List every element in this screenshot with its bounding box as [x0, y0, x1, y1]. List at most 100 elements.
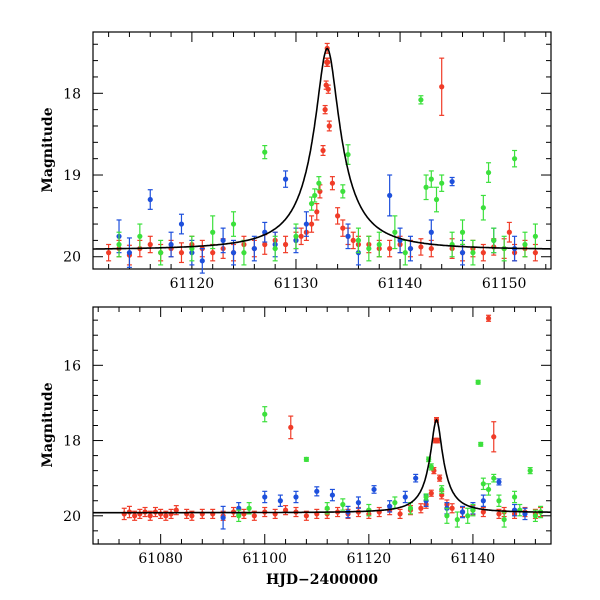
blue-data-point	[402, 490, 408, 504]
blue-data-point	[178, 213, 185, 235]
green-data-point	[428, 170, 434, 188]
blue-data-point	[413, 473, 419, 483]
red-data-point	[189, 510, 195, 521]
red-data-point	[184, 508, 190, 520]
bottom-panel: 61080 61100 61120 61140 16 18 20 Magnitude HJD…	[40, 306, 552, 588]
green-data-point	[478, 441, 484, 447]
top-panel-model-curve	[93, 47, 551, 250]
green-data-point	[522, 231, 528, 258]
x-tick-label: 61100	[242, 551, 287, 567]
green-data-point	[480, 194, 486, 221]
x-tick-label: 61080	[138, 551, 183, 567]
red-data-point	[449, 503, 455, 514]
bottom-panel-frame	[92, 306, 552, 545]
blue-data-point	[282, 170, 289, 188]
blue-data-point	[522, 507, 528, 521]
x-tick-label: 61140	[451, 551, 496, 567]
red-data-point	[137, 508, 143, 520]
green-data-point	[485, 483, 492, 496]
green-data-point	[303, 456, 309, 462]
top-panel-ticks: 61120 61130 61140 61150 18 19 20	[63, 32, 551, 292]
red-data-point	[335, 207, 341, 225]
red-data-point	[314, 508, 320, 520]
red-data-point	[303, 510, 309, 521]
red-data-point	[178, 242, 185, 264]
bottom-panel-marks	[121, 314, 544, 530]
green-data-point	[355, 227, 362, 254]
green-data-point	[312, 188, 318, 203]
green-data-point	[189, 235, 195, 262]
green-data-point	[340, 184, 346, 199]
red-data-point	[437, 474, 443, 482]
green-data-point	[444, 507, 450, 524]
bottom-panel-model-curve	[93, 418, 551, 514]
red-data-point	[434, 437, 441, 444]
red-data-point	[282, 505, 289, 516]
x-tick-label: 61150	[482, 276, 527, 292]
green-data-point	[293, 223, 299, 250]
green-data-point	[485, 162, 492, 183]
green-data-point	[470, 239, 476, 266]
green-data-point	[501, 511, 507, 528]
red-data-point	[340, 219, 346, 237]
green-data-point	[246, 502, 252, 515]
red-data-point	[397, 508, 403, 520]
green-data-point	[158, 239, 164, 266]
red-data-point	[288, 415, 294, 440]
top-panel-y-axis-title: Magnitude	[40, 107, 56, 192]
green-data-point	[272, 235, 278, 262]
blue-data-point	[230, 239, 237, 266]
green-data-point	[340, 498, 346, 511]
green-data-point	[316, 176, 322, 191]
blue-data-point	[293, 490, 299, 504]
red-data-point	[298, 227, 304, 246]
green-data-point	[345, 144, 351, 165]
green-data-point	[423, 174, 429, 201]
green-data-point	[407, 502, 414, 515]
top-panel-frame	[92, 31, 552, 270]
top-panel-marks	[106, 42, 538, 274]
red-data-point	[325, 84, 331, 94]
green-data-point	[480, 477, 486, 491]
y-tick-label: 20	[63, 509, 81, 525]
blue-data-point	[303, 211, 309, 237]
red-data-point	[439, 57, 445, 116]
green-data-point	[459, 219, 466, 246]
blue-data-point	[277, 494, 283, 507]
bottom-panel-ticks: 61080 61100 61120 61140 16 18 20	[63, 307, 551, 567]
blue-data-point	[147, 189, 153, 210]
blue-data-point	[251, 235, 257, 262]
blue-data-point	[355, 496, 362, 509]
red-data-point	[329, 176, 336, 191]
red-data-point	[350, 231, 356, 250]
red-data-point	[506, 221, 512, 243]
green-data-point	[439, 174, 445, 192]
blue-data-point	[220, 505, 226, 530]
blue-data-point	[168, 231, 174, 258]
y-tick-label: 16	[63, 358, 81, 374]
red-data-point	[376, 506, 382, 518]
red-data-point	[121, 507, 127, 521]
y-tick-label: 19	[63, 168, 81, 184]
blue-data-point	[449, 176, 455, 187]
blue-data-point	[314, 486, 320, 497]
y-tick-label: 18	[63, 434, 81, 450]
blue-data-point	[199, 247, 205, 274]
red-data-point	[272, 508, 278, 520]
bottom-panel-y-axis-title: Magnitude	[40, 382, 56, 467]
green-data-point	[496, 494, 502, 507]
green-data-point	[418, 95, 424, 105]
green-data-point	[433, 186, 440, 213]
red-data-point	[320, 144, 326, 157]
red-data-point	[491, 421, 497, 453]
x-tick-label: 61130	[274, 276, 319, 292]
y-tick-label: 18	[63, 86, 81, 102]
green-data-point	[454, 511, 460, 528]
blue-data-point	[371, 485, 377, 494]
green-data-point	[465, 507, 471, 524]
red-data-point	[314, 203, 320, 221]
red-data-point	[147, 235, 153, 254]
red-data-point	[308, 215, 315, 233]
green-data-point	[511, 149, 518, 168]
green-data-point	[491, 473, 497, 483]
